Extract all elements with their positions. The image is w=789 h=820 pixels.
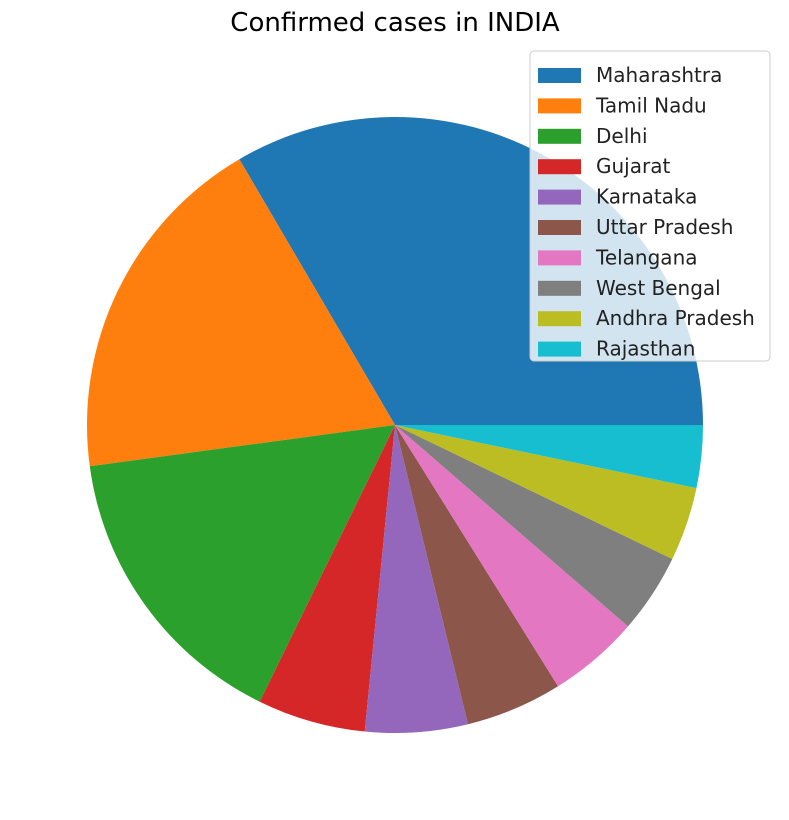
pie-slice-tamil-nadu: [87, 159, 395, 467]
legend-items: Maharashtra Tamil Nadu Delhi Gujarat Karnata…: [538, 63, 755, 361]
legend-label: Andhra Pradesh: [596, 306, 755, 330]
legend-swatch: [538, 159, 581, 175]
pie-slice-telangana: [395, 425, 629, 687]
pie-slice-gujarat: [259, 425, 395, 732]
legend-swatch: [538, 250, 581, 266]
pie-slice-uttar-pradesh: [395, 425, 559, 725]
pie-slice-rajasthan: [395, 425, 703, 489]
legend-label: Tamil Nadu: [595, 93, 707, 117]
pie-slice-karnataka: [364, 425, 468, 734]
legend-swatch: [538, 128, 581, 144]
legend-swatch: [538, 220, 581, 235]
legend-frame: [529, 50, 771, 362]
legend: Maharashtra Tamil Nadu Delhi Gujarat Karnata…: [529, 50, 771, 362]
legend-swatch: [538, 98, 581, 114]
chart-title: Confirmed cases in INDIA: [230, 8, 560, 38]
legend-swatch: [538, 68, 581, 83]
legend-label: Karnataka: [596, 185, 697, 209]
legend-label: Rajasthan: [596, 337, 695, 361]
legend-swatch: [538, 341, 581, 357]
pie-slice-andhra-pradesh: [395, 425, 697, 560]
legend-label: Gujarat: [596, 154, 670, 178]
legend-swatch: [538, 280, 581, 296]
legend-label: Uttar Pradesh: [596, 215, 733, 239]
pie-slice-west-bengal: [395, 425, 673, 627]
pie-slice-delhi: [89, 425, 395, 702]
legend-label: Delhi: [596, 124, 648, 148]
legend-swatch: [538, 189, 581, 205]
legend-label: Maharashtra: [596, 63, 722, 87]
legend-label: West Bengal: [596, 276, 721, 300]
legend-swatch: [538, 311, 581, 327]
legend-label: Telangana: [595, 245, 698, 269]
